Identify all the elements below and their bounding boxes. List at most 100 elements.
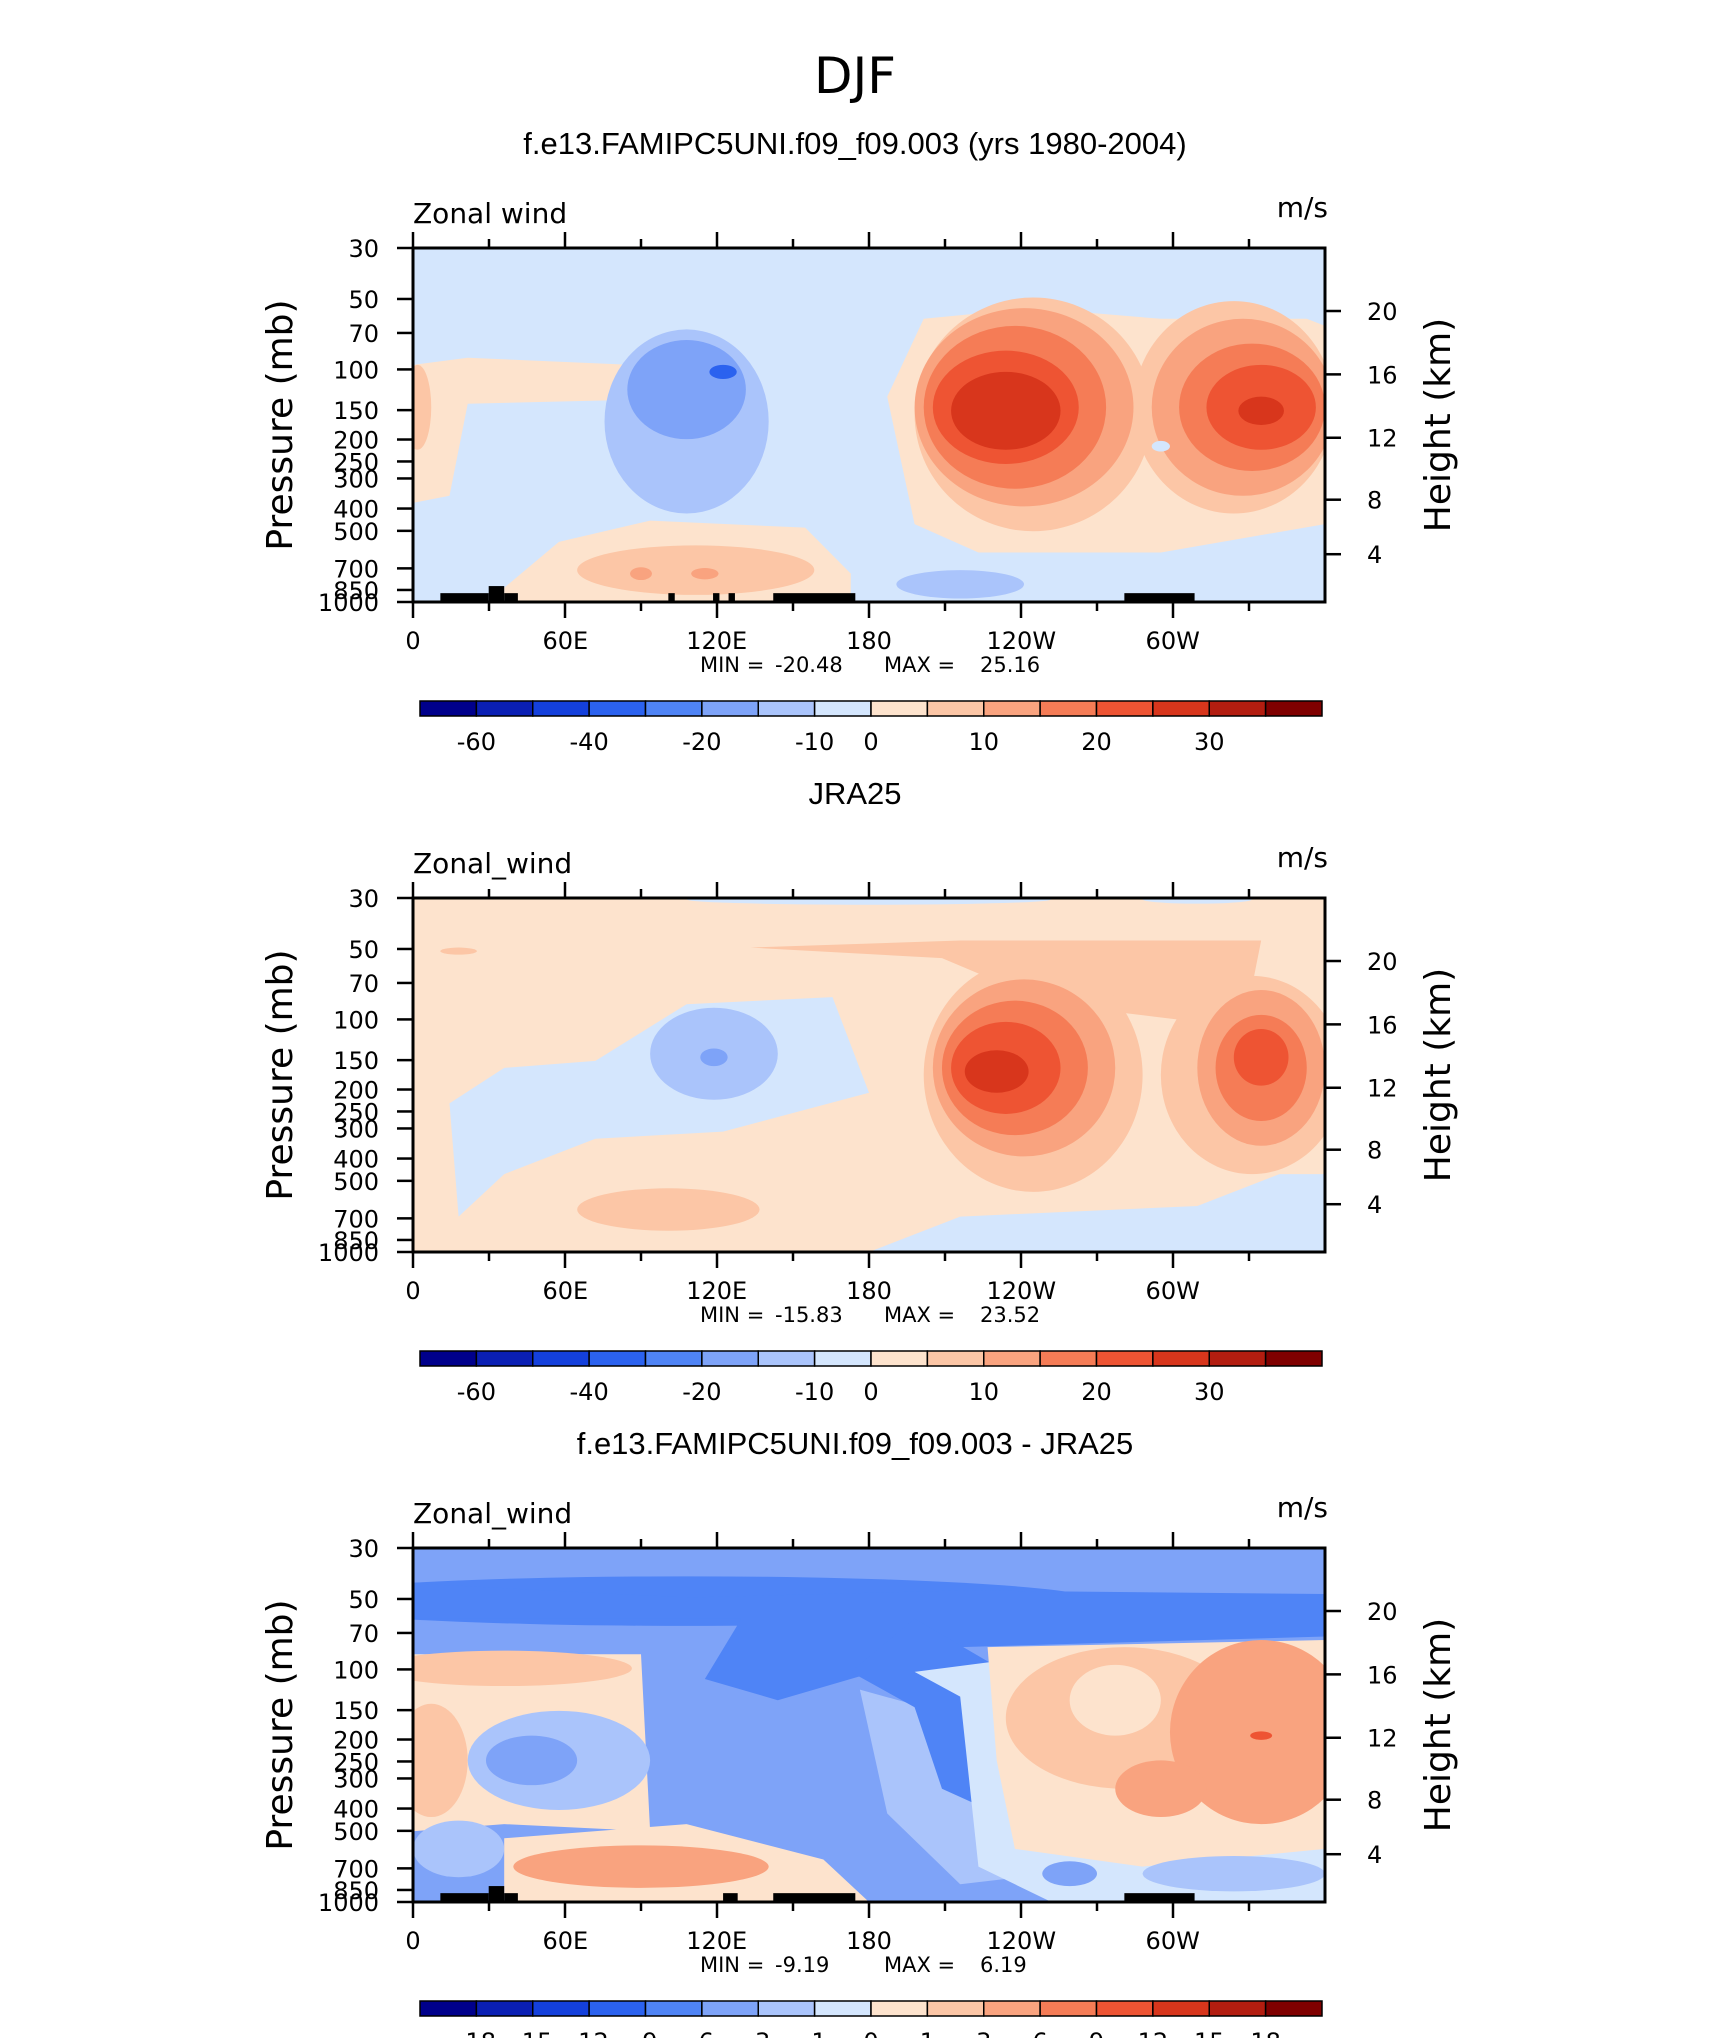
colorbar-label: 30 bbox=[1194, 1378, 1225, 1406]
colorbar-box bbox=[870, 2000, 929, 2017]
x-tick-label: 120W bbox=[987, 1277, 1057, 1305]
topography-mask bbox=[773, 593, 856, 602]
colorbar-label: 15 bbox=[1194, 2028, 1225, 2038]
contour-region bbox=[413, 357, 632, 503]
plot-area bbox=[413, 1548, 1325, 1902]
plot-area bbox=[413, 898, 1325, 1252]
y-tick-label-left: 30 bbox=[348, 235, 379, 263]
min-label: MIN = bbox=[700, 1953, 764, 1977]
contour-region bbox=[700, 1048, 728, 1067]
y-tick-label-right: 20 bbox=[1367, 1598, 1398, 1626]
units-label: m/s bbox=[1277, 191, 1328, 224]
topography-mask bbox=[504, 1893, 518, 1902]
y-tick-label-right: 12 bbox=[1367, 1725, 1398, 1753]
colorbar-box bbox=[983, 700, 1041, 717]
colorbar-box bbox=[926, 1350, 985, 1367]
y-axis-label-left: Pressure (mb) bbox=[260, 299, 301, 550]
x-tick-label: 0 bbox=[405, 627, 420, 655]
contour-region bbox=[1115, 1760, 1207, 1818]
max-value: 6.19 bbox=[980, 1953, 1027, 1977]
y-tick-label-left: 100 bbox=[333, 1656, 379, 1684]
x-tick-label: 120E bbox=[686, 1277, 747, 1305]
y-tick-label-right: 16 bbox=[1367, 1011, 1398, 1039]
y-tick-label-right: 4 bbox=[1367, 1191, 1382, 1219]
topography-mask bbox=[504, 593, 518, 602]
colorbar-box bbox=[588, 2000, 647, 2017]
contour-region bbox=[686, 898, 1052, 905]
y-tick-label-left: 150 bbox=[333, 397, 379, 425]
colorbar-box bbox=[1264, 2000, 1323, 2017]
y-tick-label-right: 4 bbox=[1367, 1841, 1382, 1869]
y-tick-label-left: 1000 bbox=[318, 589, 379, 617]
variable-label: Zonal wind bbox=[413, 197, 567, 230]
y-tick-label-left: 200 bbox=[333, 1727, 379, 1755]
colorbar-label: -20 bbox=[682, 1378, 721, 1406]
contour-region bbox=[513, 1845, 769, 1888]
colorbar-box bbox=[1095, 2000, 1154, 2017]
y-tick-label-right: 16 bbox=[1367, 361, 1398, 389]
colorbar-box bbox=[532, 1350, 590, 1367]
y-tick-label-left: 30 bbox=[348, 1535, 379, 1563]
contour-region bbox=[413, 1650, 632, 1687]
contour-region bbox=[691, 568, 719, 580]
y-tick-label-left: 700 bbox=[333, 1205, 379, 1233]
x-tick-label: 60W bbox=[1146, 1277, 1200, 1305]
contour-region bbox=[709, 364, 737, 379]
units-label: m/s bbox=[1277, 1491, 1328, 1524]
colorbar-box bbox=[475, 700, 534, 717]
y-axis-label-left: Pressure (mb) bbox=[260, 1599, 301, 1850]
colorbar-label: -40 bbox=[570, 728, 609, 756]
max-label: MAX = bbox=[884, 1953, 955, 1977]
colorbar-box bbox=[926, 700, 985, 717]
contour-region bbox=[577, 1188, 760, 1231]
colorbar-box bbox=[1208, 2000, 1267, 2017]
colorbar-label: 6 bbox=[1032, 2028, 1047, 2038]
colorbar-box bbox=[532, 2000, 590, 2017]
colorbar-box bbox=[1264, 1350, 1323, 1367]
y-tick-label-right: 8 bbox=[1367, 1137, 1382, 1165]
y-tick-label-left: 50 bbox=[348, 936, 379, 964]
contour-region bbox=[440, 947, 477, 955]
chart-title: f.e13.FAMIPC5UNI.f09_f09.003 - JRA25 bbox=[577, 1426, 1134, 1461]
colorbar-box bbox=[1208, 1350, 1267, 1367]
colorbar-label: -15 bbox=[513, 2028, 552, 2038]
max-value: 23.52 bbox=[980, 1303, 1040, 1327]
y-tick-label-left: 300 bbox=[333, 465, 379, 493]
colorbar-label: -40 bbox=[570, 1378, 609, 1406]
chart-title: f.e13.FAMIPC5UNI.f09_f09.003 (yrs 1980-2… bbox=[523, 126, 1186, 161]
y-tick-label-left: 30 bbox=[348, 885, 379, 913]
x-tick-label: 120E bbox=[686, 1927, 747, 1955]
topography-mask bbox=[440, 593, 489, 602]
y-tick-label-left: 70 bbox=[348, 970, 379, 998]
y-tick-label-right: 8 bbox=[1367, 1787, 1382, 1815]
y-tick-label-left: 50 bbox=[348, 286, 379, 314]
contour-region bbox=[1142, 1855, 1325, 1892]
x-tick-label: 120W bbox=[987, 1927, 1057, 1955]
chart-panel-1: f.e13.FAMIPC5UNI.f09_f09.003 (yrs 1980-2… bbox=[260, 126, 1459, 756]
contour-region bbox=[964, 1050, 1029, 1093]
colorbar-box bbox=[757, 700, 816, 717]
min-value: -9.19 bbox=[775, 1953, 829, 1977]
chart-title: JRA25 bbox=[808, 776, 901, 811]
colorbar-box bbox=[1152, 1350, 1210, 1367]
colorbar-label: 0 bbox=[863, 728, 878, 756]
max-label: MAX = bbox=[884, 1303, 955, 1327]
colorbar-label: 1 bbox=[920, 2028, 935, 2038]
x-tick-label: 60W bbox=[1146, 1927, 1200, 1955]
topography-mask bbox=[488, 586, 505, 602]
y-tick-label-right: 12 bbox=[1367, 425, 1398, 453]
y-tick-label-left: 300 bbox=[333, 1115, 379, 1143]
page-title: DJF bbox=[814, 47, 896, 105]
y-tick-label-left: 200 bbox=[333, 427, 379, 455]
min-label: MIN = bbox=[700, 1303, 764, 1327]
y-tick-label-right: 4 bbox=[1367, 541, 1382, 569]
topography-mask bbox=[773, 1893, 856, 1902]
y-tick-label-right: 8 bbox=[1367, 487, 1382, 515]
y-axis-label-right: Height (km) bbox=[1418, 318, 1459, 532]
topography-mask bbox=[1124, 1893, 1195, 1902]
y-axis-label-right: Height (km) bbox=[1418, 1618, 1459, 1832]
contour-region bbox=[869, 1174, 1325, 1252]
colorbar-box bbox=[588, 700, 647, 717]
y-tick-label-right: 20 bbox=[1367, 948, 1398, 976]
y-tick-label-left: 250 bbox=[333, 1098, 379, 1126]
